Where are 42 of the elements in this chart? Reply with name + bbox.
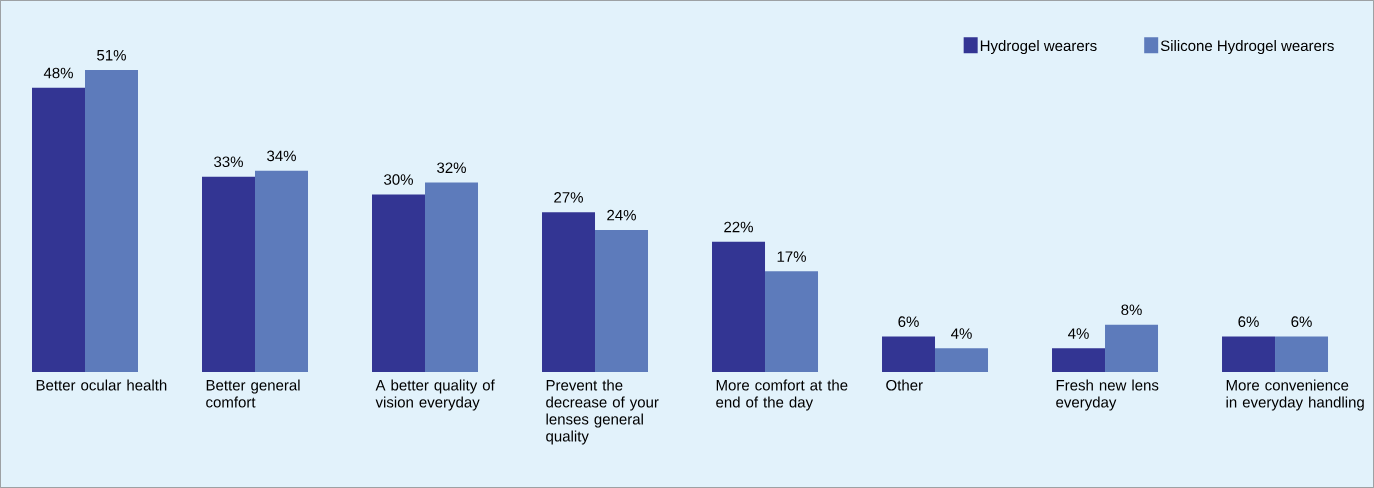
bar bbox=[882, 336, 936, 372]
x-tick-label: Better ocular health bbox=[36, 379, 167, 391]
legend-label: Silicone Hydrogel wearers bbox=[1160, 40, 1334, 55]
x-tick-label: More comfort at the end of the day bbox=[716, 379, 848, 411]
bar bbox=[1275, 336, 1329, 372]
bar bbox=[255, 170, 308, 372]
data-label: 30% bbox=[384, 174, 413, 185]
data-label: 8% bbox=[1121, 304, 1142, 316]
data-label: 32% bbox=[437, 162, 466, 174]
bar bbox=[202, 176, 255, 372]
bar bbox=[712, 241, 766, 372]
bar bbox=[1105, 324, 1159, 372]
data-label: 6% bbox=[898, 316, 919, 327]
data-label: 17% bbox=[777, 251, 806, 262]
x-tick-label: More convenience in everyday handling bbox=[1226, 379, 1364, 411]
bar bbox=[1222, 336, 1276, 372]
x-tick-label: Fresh new lens everyday bbox=[1056, 379, 1159, 411]
bar bbox=[765, 271, 819, 372]
bar bbox=[372, 194, 425, 372]
data-label: 4% bbox=[951, 328, 972, 339]
bar bbox=[1052, 348, 1106, 372]
bar bbox=[32, 87, 85, 372]
x-tick-label: Prevent the decrease of your lenses general quality bbox=[546, 379, 659, 445]
data-label: 34% bbox=[267, 150, 296, 162]
x-tick-label: Other bbox=[886, 379, 923, 391]
bar bbox=[595, 229, 649, 372]
x-tick-label: Better general comfort bbox=[206, 379, 300, 408]
data-label: 6% bbox=[1238, 316, 1259, 327]
x-tick-label: A better quality of vision everyday bbox=[375, 379, 495, 411]
bar bbox=[425, 182, 479, 372]
bar bbox=[935, 348, 989, 372]
legend-label: Hydrogel wearers bbox=[980, 40, 1097, 55]
data-label: 22% bbox=[724, 221, 753, 233]
data-label: 24% bbox=[607, 209, 636, 221]
data-label: 4% bbox=[1068, 328, 1089, 339]
data-label: 51% bbox=[97, 50, 126, 61]
data-label: 33% bbox=[214, 156, 243, 168]
bar bbox=[542, 212, 596, 372]
data-label: 27% bbox=[554, 192, 583, 203]
bar bbox=[85, 70, 138, 372]
data-label: 48% bbox=[43, 67, 73, 79]
data-label: 6% bbox=[1291, 316, 1312, 327]
